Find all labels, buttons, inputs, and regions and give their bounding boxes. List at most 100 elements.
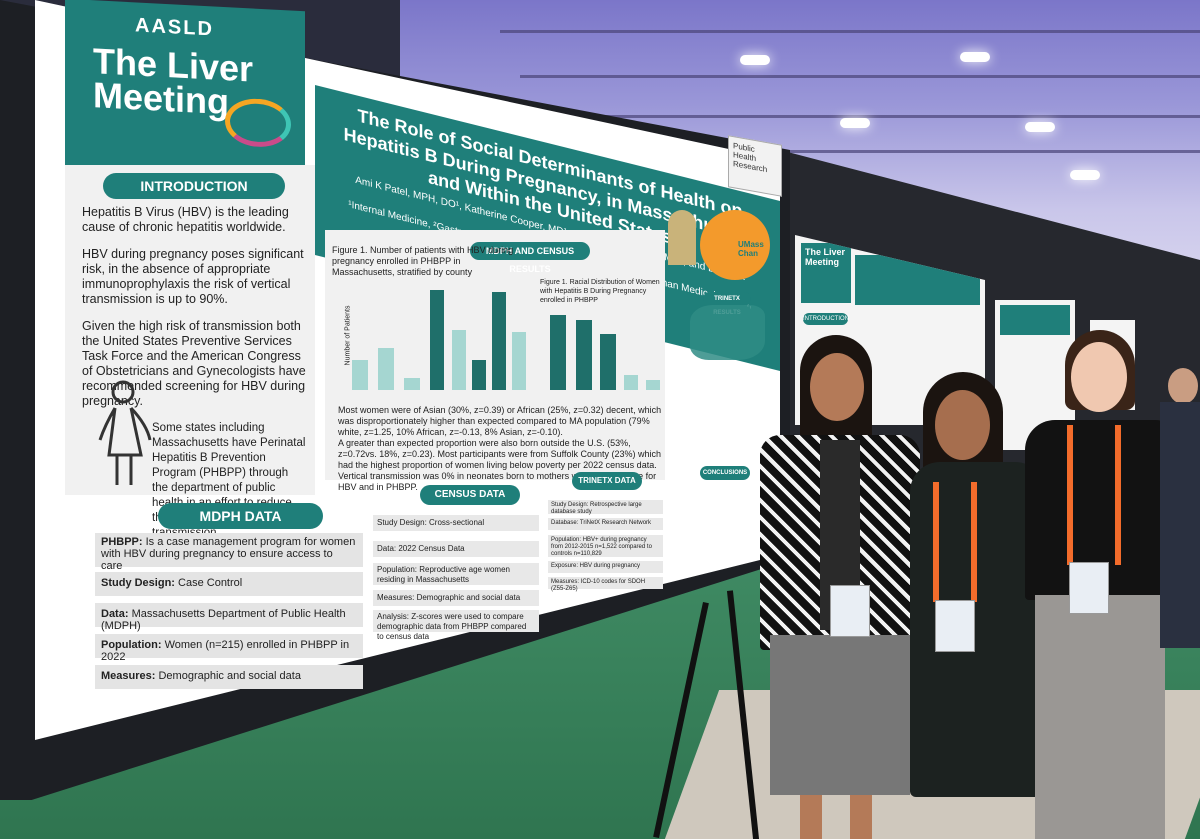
neighbor-poster-2-header [1000, 305, 1070, 335]
mdph-row-value: Case Control [178, 577, 243, 589]
lanyard [933, 482, 939, 602]
results-heading: MDPH AND CENSUS RESULTS [470, 242, 590, 274]
neighbor-logo: The Liver Meeting [801, 243, 851, 303]
ceiling-light [1070, 170, 1100, 180]
census-analysis: Analysis: Z-scores were used to compare … [373, 610, 539, 641]
results-bullet: Vertical transmission was 0% in neonates… [338, 471, 657, 492]
census-data: Data: 2022 Census Data [373, 541, 539, 557]
ceiling-light [740, 55, 770, 65]
county-bar [378, 348, 394, 390]
trinetx-database: Database: TriNetX Research Network [548, 518, 663, 530]
introduction-heading: INTRODUCTION [103, 173, 285, 199]
mdph-row-value: Massachusetts Department of Public Healt… [101, 608, 346, 632]
county-bar [512, 332, 526, 390]
mdph-phbpp-row: PHBPP: Is a case management program for … [95, 533, 363, 572]
ceiling-light [840, 118, 870, 128]
background-person [1160, 368, 1200, 648]
conclusions-heading: CONCLUSIONS [700, 466, 750, 480]
grey-trousers [1035, 595, 1165, 839]
leg [800, 795, 822, 839]
county-bar [492, 292, 506, 390]
leg [850, 795, 872, 839]
board-sign: Public Health Research [728, 135, 782, 197]
ceiling-beam [520, 75, 1200, 78]
lanyard [1115, 425, 1121, 565]
name-badge [830, 585, 870, 637]
results-bullet: A greater than expected proportion were … [338, 438, 661, 470]
lanyard [1067, 425, 1073, 565]
name-badge [935, 600, 975, 652]
mdph-row-label: Measures: [101, 670, 156, 682]
pregnant-woman-icon [98, 380, 152, 485]
liver-meeting-ring-icon [225, 97, 291, 149]
trinetx-measures: Measures: ICD-10 codes for SDOH (Z55-Z65… [548, 577, 663, 592]
results-bullet: Most women were of Asian (30%, z=0.39) o… [338, 405, 662, 437]
race-bar [550, 315, 566, 390]
neighbor-intro-pill: INTRODUCTION [803, 313, 849, 325]
census-design: Study Design: Cross-sectional [373, 515, 539, 531]
figure2-caption: Figure 1. Racial Distribution of Women w… [540, 279, 660, 304]
introduction-text: Hepatitis B Virus (HBV) is the leading c… [82, 205, 307, 553]
ceiling-light [1025, 122, 1055, 132]
institution-logo: UMass Chan [738, 240, 764, 258]
county-bar [404, 378, 420, 390]
trinetx-exposure: Exposure: HBV during pregnancy [548, 561, 663, 573]
trinetx-heading: TRINETX DATA [572, 472, 642, 490]
dark-clothes [1160, 402, 1200, 648]
face [810, 353, 864, 421]
mdph-row-label: Data: [101, 608, 129, 620]
mdph-row-value: Demographic and social data [158, 670, 301, 682]
sunset-graphic [700, 210, 770, 280]
person-right [1025, 330, 1185, 839]
mdph-row-value: Is a case management program for women w… [101, 536, 356, 572]
race-bar [624, 375, 638, 390]
intro-paragraph: Given the high risk of transmission both… [82, 319, 306, 408]
introduction-panel [65, 165, 315, 495]
logo-org: AASLD [135, 14, 214, 41]
county-bar [430, 290, 444, 390]
trinetx-design: Study Design: Retrospective large databa… [548, 500, 663, 515]
census-heading: CENSUS DATA [420, 485, 520, 505]
face [1168, 368, 1198, 404]
state-house-dome-icon [668, 210, 696, 265]
trinetx-population: Population: HBV+ during pregnancy from 2… [548, 535, 663, 557]
person-middle [905, 372, 1045, 812]
ceiling-beam [620, 150, 1200, 153]
aasld-logo: AASLD The Liver Meeting [65, 0, 305, 188]
county-bar [352, 360, 368, 390]
person-left [760, 335, 925, 839]
mdph-data-row: Data: Massachusetts Department of Public… [95, 603, 363, 632]
mdph-heading: MDPH DATA [158, 503, 323, 529]
census-population: Population: Reproductive age women resid… [373, 563, 539, 585]
dark-dress [910, 462, 1045, 797]
ceiling-beam [560, 115, 1200, 118]
county-bar [452, 330, 466, 390]
intro-paragraph: Hepatitis B Virus (HBV) is the leading c… [82, 205, 289, 234]
name-badge [1069, 562, 1109, 614]
intro-paragraph: HBV during pregnancy poses significant r… [82, 247, 304, 306]
race-bar [600, 334, 616, 390]
race-bar [576, 320, 592, 390]
trinetx-results-heading: TRINETX RESULTS [703, 292, 751, 316]
mdph-row-label: Population: [101, 639, 162, 651]
census-measures: Measures: Demographic and social data [373, 590, 539, 606]
lanyard [971, 482, 977, 602]
face [1071, 342, 1127, 412]
ceiling-beam [500, 30, 1200, 33]
figure1-caption: Figure 1. Number of patients with HBV du… [332, 245, 514, 277]
mdph-population-row: Population: Women (n=215) enrolled in PH… [95, 634, 363, 663]
ceiling-light [960, 52, 990, 62]
mdph-row-label: PHBPP: [101, 536, 143, 548]
grey-skirt [770, 635, 910, 795]
bar-charts [330, 250, 670, 420]
results-bullets: Most women were of Asian (30%, z=0.39) o… [338, 405, 668, 493]
county-bar [472, 360, 486, 390]
mdph-design-row: Study Design: Case Control [95, 572, 363, 596]
face [935, 390, 990, 460]
mdph-row-label: Study Design: [101, 577, 175, 589]
us-map-graphic [690, 305, 765, 360]
mdph-measures-row: Measures: Demographic and social data [95, 665, 363, 689]
race-bar [646, 380, 660, 390]
mdph-row-value: Women (n=215) enrolled in PHBPP in 2022 [101, 639, 350, 663]
